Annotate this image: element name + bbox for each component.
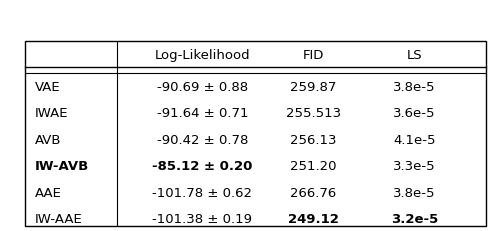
- Text: AVB: AVB: [35, 133, 62, 146]
- Text: IWAE: IWAE: [35, 107, 68, 120]
- Text: 255.513: 255.513: [286, 107, 341, 120]
- Text: VAE: VAE: [35, 80, 61, 93]
- Text: AAE: AAE: [35, 186, 62, 199]
- Text: 251.20: 251.20: [290, 160, 336, 173]
- Text: 3.3e-5: 3.3e-5: [393, 160, 436, 173]
- Text: -85.12 ± 0.20: -85.12 ± 0.20: [152, 160, 252, 173]
- Text: FID: FID: [303, 48, 324, 61]
- Text: -101.78 ± 0.62: -101.78 ± 0.62: [152, 186, 252, 199]
- Text: 3.8e-5: 3.8e-5: [393, 80, 436, 93]
- Text: LS: LS: [407, 48, 423, 61]
- Text: 256.13: 256.13: [290, 133, 336, 146]
- Text: 3.8e-5: 3.8e-5: [393, 186, 436, 199]
- Text: IW-AVB: IW-AVB: [35, 160, 89, 173]
- Text: -91.64 ± 0.71: -91.64 ± 0.71: [157, 107, 248, 120]
- Text: 266.76: 266.76: [290, 186, 336, 199]
- Text: 3.6e-5: 3.6e-5: [393, 107, 436, 120]
- Text: -90.42 ± 0.78: -90.42 ± 0.78: [157, 133, 248, 146]
- Text: -90.69 ± 0.88: -90.69 ± 0.88: [157, 80, 248, 93]
- Text: 3.2e-5: 3.2e-5: [391, 213, 438, 225]
- Text: 249.12: 249.12: [288, 213, 339, 225]
- Text: IW-AAE: IW-AAE: [35, 213, 83, 225]
- Text: -101.38 ± 0.19: -101.38 ± 0.19: [152, 213, 252, 225]
- Text: Log-Likelihood: Log-Likelihood: [155, 48, 250, 61]
- Text: 259.87: 259.87: [290, 80, 336, 93]
- Text: 4.1e-5: 4.1e-5: [393, 133, 436, 146]
